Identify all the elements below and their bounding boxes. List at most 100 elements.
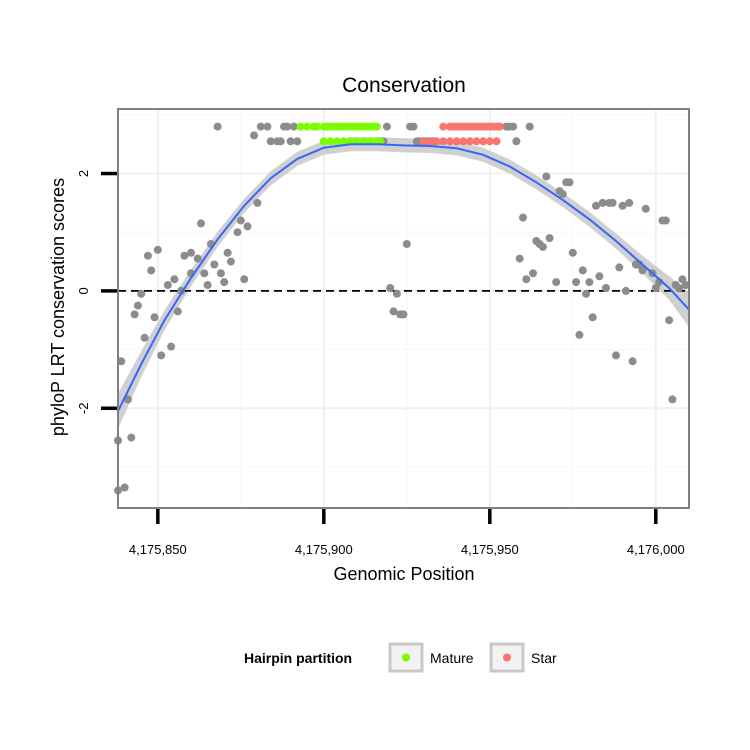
- point-other: [651, 284, 660, 292]
- point-other: [515, 254, 524, 263]
- point-other: [638, 266, 647, 275]
- point-other: [120, 483, 129, 492]
- point-other: [117, 357, 126, 366]
- legend-title: Hairpin partition: [244, 650, 352, 666]
- point-other: [402, 240, 411, 248]
- point-mature: [319, 137, 328, 146]
- point-star: [479, 137, 488, 146]
- x-axis-title: Genomic Position: [333, 564, 474, 584]
- point-other: [187, 248, 195, 257]
- point-other: [602, 284, 610, 292]
- y-tick-label: -2: [76, 403, 91, 415]
- legend-label-star: Star: [531, 650, 557, 666]
- point-other: [286, 137, 295, 146]
- point-other: [236, 216, 245, 225]
- point-other: [250, 131, 259, 140]
- point-mature: [326, 137, 335, 146]
- point-other: [137, 289, 146, 298]
- point-other: [203, 281, 212, 289]
- point-other: [512, 137, 521, 146]
- point-star: [492, 137, 501, 146]
- legend-key-star: [489, 642, 525, 673]
- point-star: [485, 137, 494, 146]
- point-other: [386, 284, 395, 292]
- point-star: [432, 137, 441, 146]
- point-other: [263, 122, 272, 131]
- point-other: [389, 307, 398, 316]
- point-other: [220, 278, 229, 287]
- point-other: [628, 357, 637, 366]
- smooth-line-layer: [117, 143, 690, 412]
- point-other: [612, 351, 620, 360]
- point-other: [147, 266, 156, 275]
- point-star: [419, 137, 428, 146]
- point-other: [621, 286, 630, 295]
- point-other: [572, 278, 581, 287]
- point-other: [678, 275, 687, 284]
- legend-dot-star: [503, 653, 511, 662]
- point-star: [495, 122, 504, 131]
- chart-title: Conservation: [342, 74, 466, 97]
- x-tick-label: 4,175,900: [295, 542, 353, 557]
- point-other: [592, 201, 600, 210]
- point-star: [459, 137, 468, 146]
- point-other: [180, 251, 189, 260]
- point-other: [595, 272, 604, 281]
- legend: Hairpin partition Mature Star: [244, 642, 557, 673]
- point-star: [465, 137, 474, 146]
- smooth-fit-line: [117, 143, 690, 412]
- legend-key-mature: [388, 642, 424, 673]
- point-other: [409, 122, 418, 131]
- point-star: [472, 137, 481, 146]
- point-other: [615, 263, 624, 272]
- point-other: [618, 201, 627, 210]
- point-other: [582, 289, 591, 298]
- point-other: [625, 198, 634, 207]
- points-layer: [114, 122, 690, 495]
- point-other: [585, 278, 594, 287]
- point-other: [519, 213, 527, 222]
- point-other: [157, 351, 166, 360]
- point-other: [140, 333, 149, 342]
- point-other: [641, 204, 650, 213]
- point-other: [565, 178, 574, 187]
- point-other: [578, 266, 587, 275]
- point-other: [545, 234, 554, 243]
- point-other: [392, 289, 401, 298]
- point-mature: [339, 137, 348, 146]
- y-tick-label: 2: [76, 170, 91, 177]
- point-other: [542, 172, 551, 181]
- point-mature: [303, 122, 312, 131]
- point-other: [675, 284, 683, 292]
- point-other: [253, 198, 262, 207]
- y-axis-title: phyloP LRT conservation scores: [48, 178, 68, 436]
- point-other: [266, 137, 275, 146]
- point-star: [452, 137, 461, 146]
- point-mature: [333, 137, 342, 146]
- point-other: [588, 313, 597, 322]
- point-other: [276, 137, 285, 146]
- point-other: [200, 269, 209, 278]
- point-other: [289, 122, 298, 131]
- point-other: [163, 281, 172, 289]
- point-other: [243, 222, 252, 231]
- point-other: [130, 310, 139, 319]
- point-other: [240, 275, 249, 284]
- legend-label-mature: Mature: [430, 650, 474, 666]
- point-other: [216, 269, 225, 278]
- point-star: [439, 122, 448, 131]
- point-other: [558, 190, 567, 199]
- point-other: [608, 198, 617, 207]
- point-other: [143, 251, 152, 260]
- point-other: [668, 395, 677, 404]
- point-other: [568, 248, 577, 257]
- legend-dot-mature: [402, 653, 410, 662]
- point-other: [127, 433, 136, 442]
- point-other: [661, 216, 670, 225]
- axes-layer: 4,175,850 4,175,900 4,175,950 4,176,000 -2 0 2: [76, 170, 685, 557]
- point-other: [681, 281, 690, 289]
- point-star: [426, 137, 435, 146]
- panel-border: [117, 108, 690, 509]
